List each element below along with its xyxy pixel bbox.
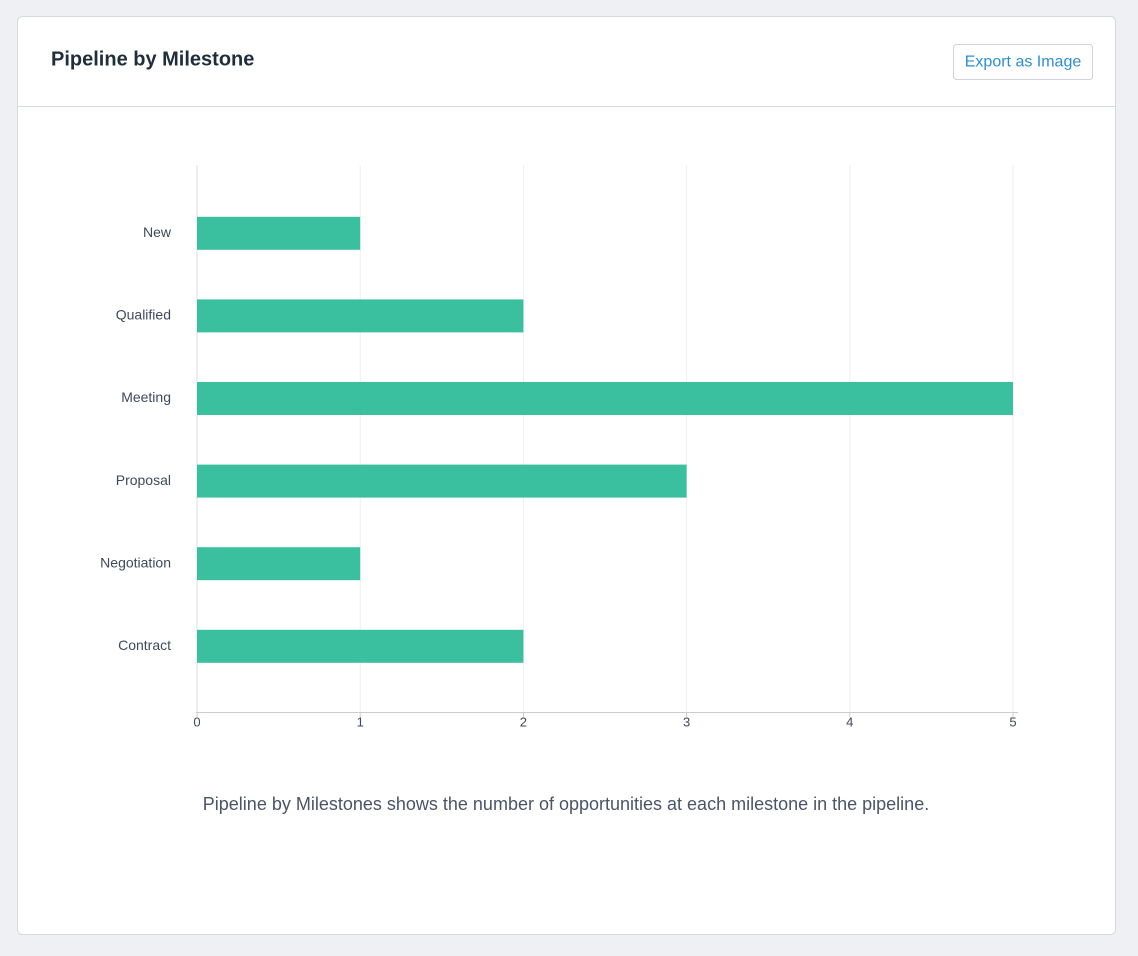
button-label[interactable]: Export as Image bbox=[965, 54, 1082, 71]
bar bbox=[197, 464, 687, 498]
y-tick-label: Proposal bbox=[116, 472, 171, 488]
bar bbox=[197, 547, 361, 581]
card-title: Pipeline by Milestone bbox=[51, 48, 254, 70]
x-tick-label: 3 bbox=[683, 714, 690, 729]
button-frame[interactable] bbox=[953, 44, 1093, 80]
x-tick-label: 0 bbox=[193, 714, 200, 729]
y-tick-label: Contract bbox=[118, 637, 171, 653]
x-tick-label: 4 bbox=[846, 714, 853, 729]
x-tick-label: 2 bbox=[520, 714, 527, 729]
y-tick-label: Negotiation bbox=[100, 554, 171, 570]
x-tick-label: 1 bbox=[357, 714, 364, 729]
y-tick-label: Qualified bbox=[116, 307, 171, 323]
y-tick-label: Meeting bbox=[121, 389, 171, 405]
chart-description: Pipeline by Milestones shows the number … bbox=[203, 794, 929, 814]
bar bbox=[197, 216, 361, 250]
export-button[interactable]: Export as Image bbox=[953, 44, 1093, 80]
chart: 0 1 2 3 4 5 New Qualified Meeting Proposal Negotia… bbox=[100, 165, 1018, 729]
y-tick-label: New bbox=[143, 224, 172, 240]
bar bbox=[197, 299, 524, 333]
bar bbox=[197, 629, 524, 663]
x-tick-label: 5 bbox=[1009, 714, 1016, 729]
bar bbox=[197, 382, 1013, 415]
